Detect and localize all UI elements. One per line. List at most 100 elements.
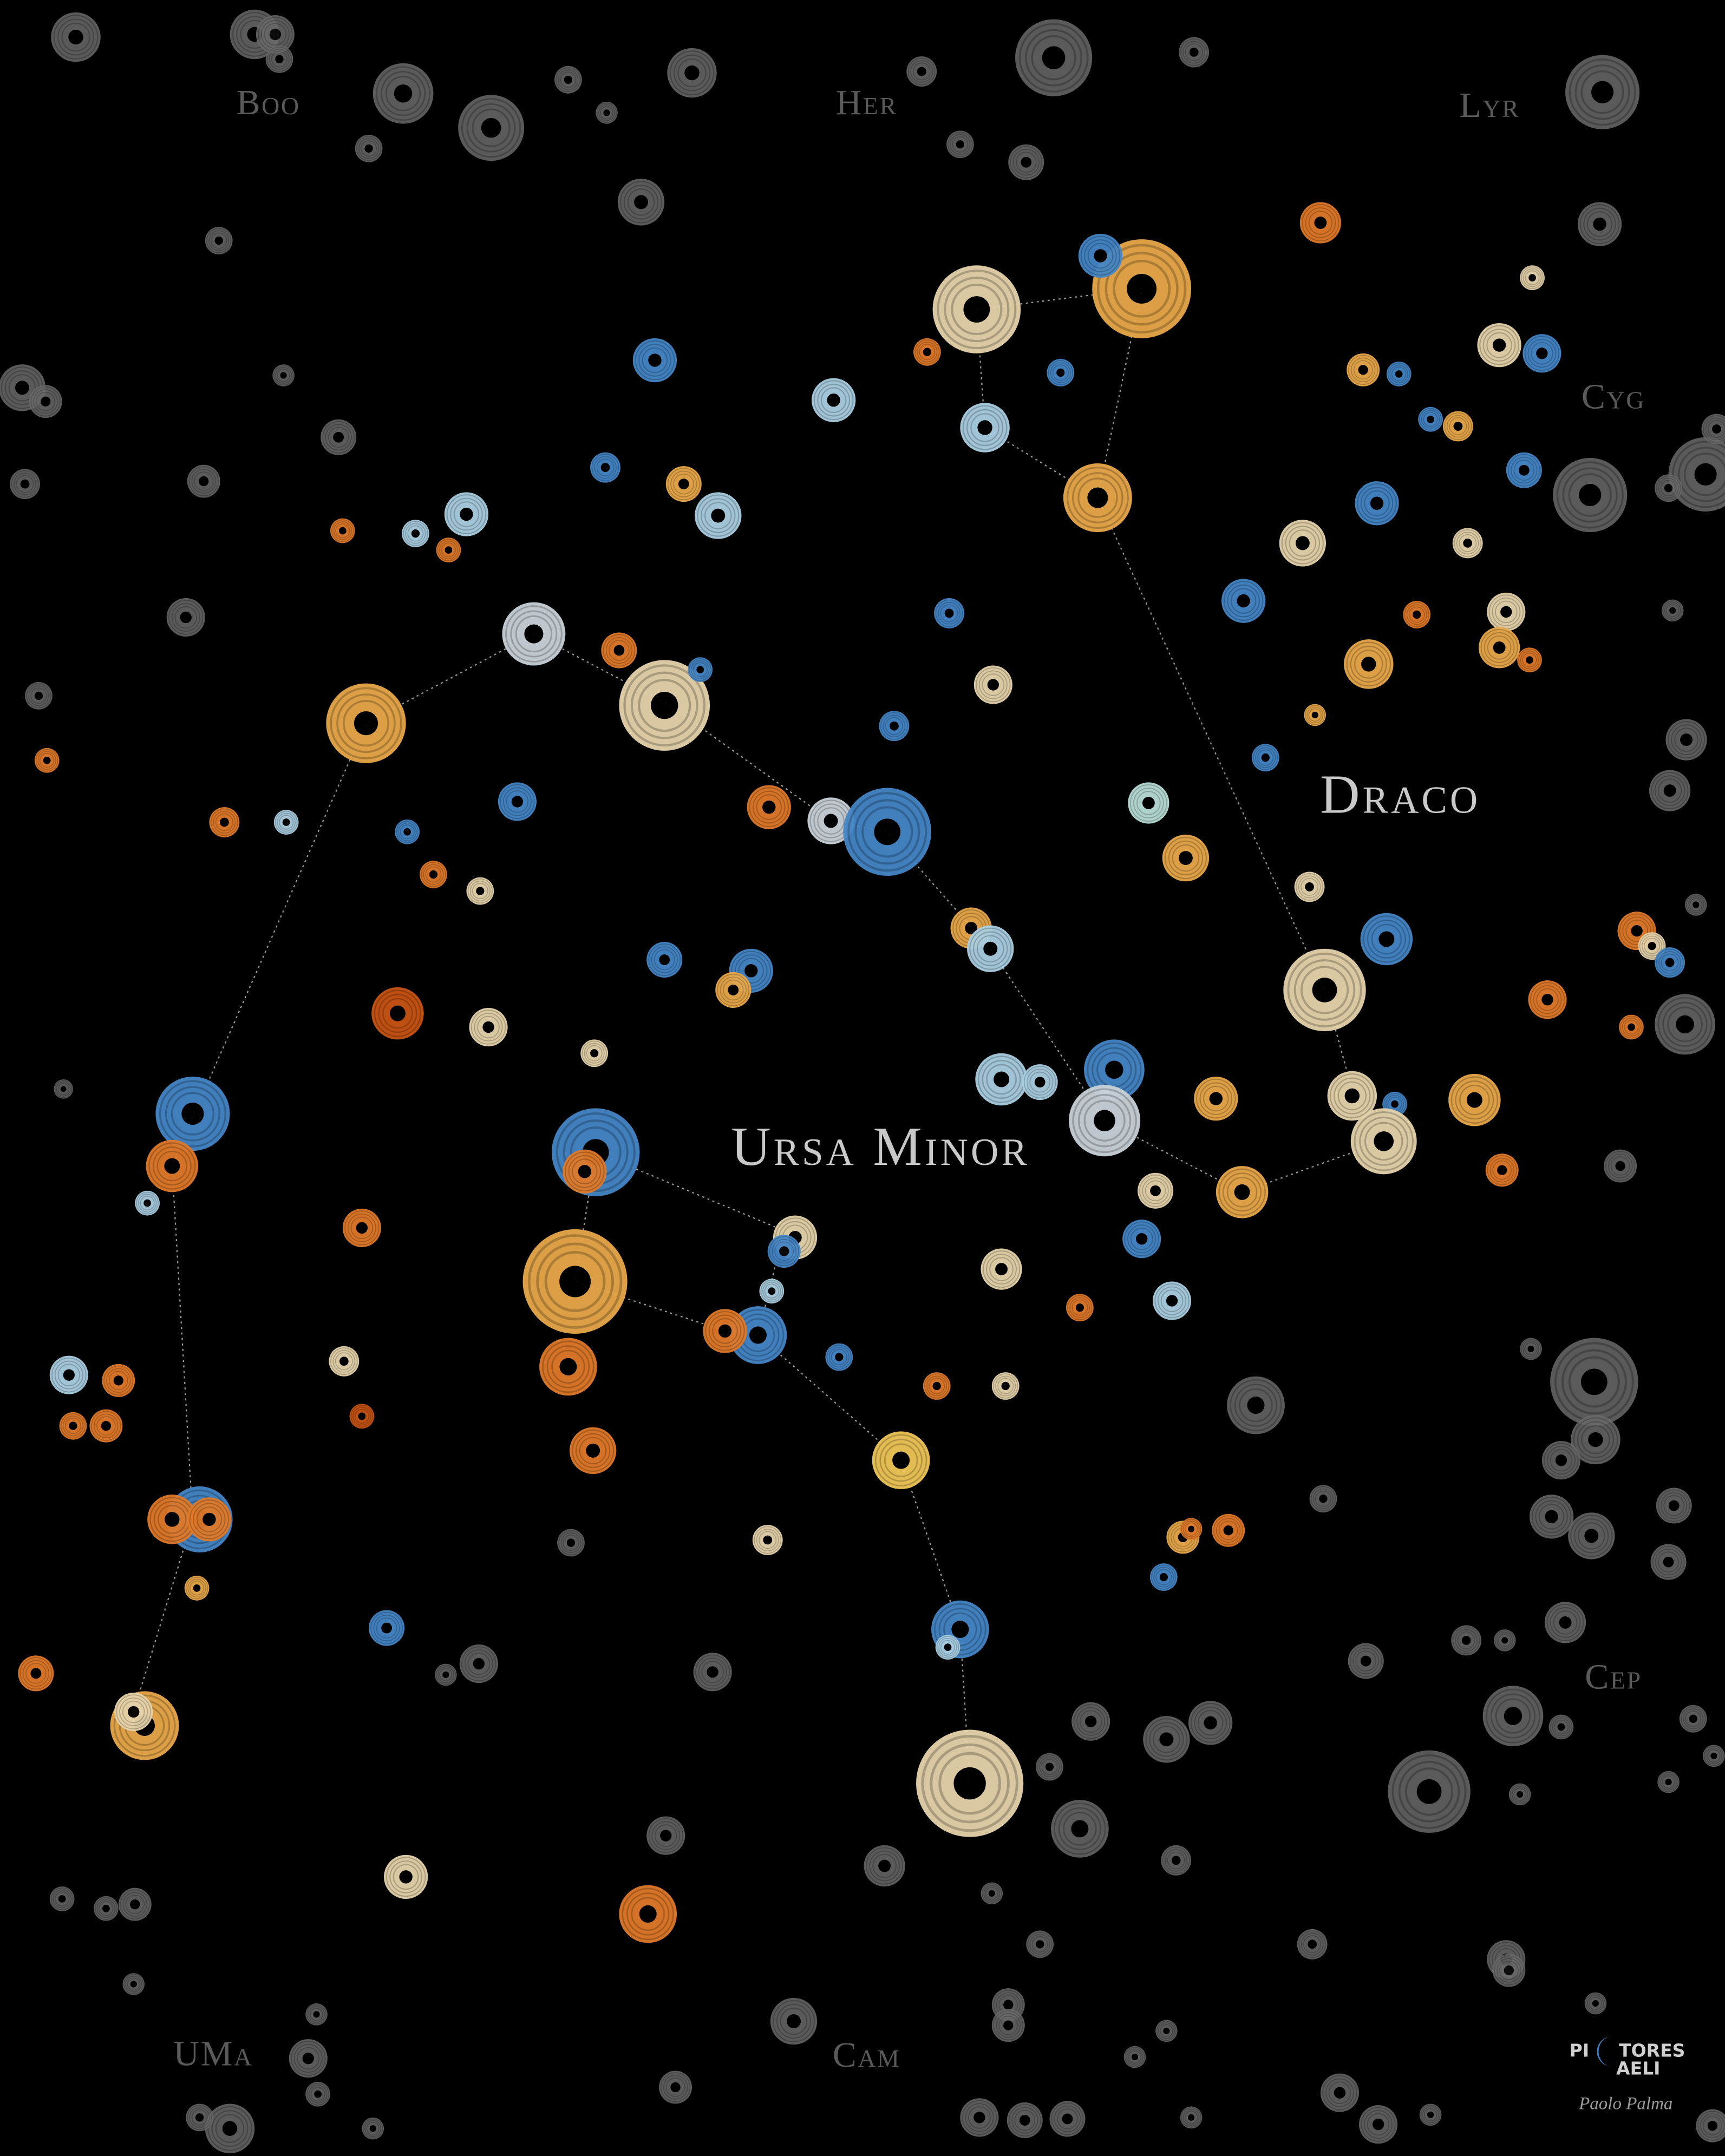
star-ring: [196, 1506, 223, 1532]
star-core: [1557, 1723, 1565, 1731]
star-core: [648, 353, 662, 367]
star-core: [994, 1071, 1010, 1087]
star: [1122, 1220, 1161, 1259]
star-core: [411, 529, 420, 538]
star-ring: [1658, 951, 1681, 974]
star-ring: [962, 2100, 997, 2135]
star-ring: [1298, 1930, 1326, 1958]
star-ring: [1160, 2024, 1173, 2037]
star-core: [1021, 156, 1032, 168]
star-ring: [1182, 2109, 1200, 2126]
star-core: [338, 527, 347, 535]
star-core: [1676, 1015, 1694, 1034]
star-ring: [1105, 252, 1179, 326]
star-ring: [500, 784, 535, 820]
star: [991, 1372, 1020, 1400]
star-ring: [99, 1901, 114, 1916]
star-core: [181, 1102, 204, 1125]
star-ring: [1308, 211, 1333, 235]
star-ring: [579, 1437, 607, 1465]
star-core: [1361, 657, 1376, 672]
star-core: [890, 721, 899, 731]
star-core: [1094, 249, 1107, 263]
star-ring: [397, 822, 417, 842]
star-ring: [328, 427, 349, 448]
star-ring: [989, 1257, 1014, 1281]
star-core: [1105, 1060, 1123, 1079]
star: [590, 452, 620, 483]
star: [436, 538, 461, 562]
star: [1360, 913, 1413, 966]
star: [1221, 579, 1266, 623]
star-ring: [191, 469, 216, 494]
star: [1386, 362, 1412, 386]
star-ring: [1165, 1849, 1188, 1872]
star-ring: [542, 1340, 594, 1393]
background-star: [205, 227, 233, 254]
star-ring: [108, 1371, 128, 1391]
star-ring: [306, 2082, 329, 2106]
star: [695, 492, 742, 539]
star-core: [1669, 607, 1676, 614]
star-ring: [677, 58, 707, 88]
background-star: [205, 2103, 255, 2153]
star-ring: [998, 2015, 1018, 2035]
star-ring: [1302, 204, 1340, 241]
star-ring: [1660, 480, 1677, 496]
star-core: [1466, 1092, 1482, 1108]
star-ring: [581, 1040, 607, 1066]
star-ring: [669, 50, 715, 96]
star-ring: [1455, 1080, 1494, 1120]
star-ring: [1015, 152, 1037, 173]
background-star: [1036, 1753, 1063, 1781]
star-ring: [25, 1663, 47, 1684]
background-star: [1309, 1485, 1337, 1513]
star-core: [718, 1324, 732, 1338]
background-star: [1348, 1643, 1384, 1679]
star-ring: [356, 136, 382, 161]
star-core: [1453, 422, 1463, 431]
star-ring: [1350, 645, 1387, 683]
constellation-label: UMa: [173, 2034, 253, 2073]
background-star: [373, 63, 434, 124]
star-ring: [1487, 1155, 1517, 1185]
star-ring: [962, 405, 1008, 450]
star-ring: [1656, 475, 1681, 501]
background-star: [1007, 2102, 1043, 2138]
constellation-label: Lyr: [1459, 86, 1520, 125]
star-ring: [474, 1013, 503, 1042]
star-ring: [1538, 1504, 1565, 1530]
star-ring: [1705, 1747, 1722, 1765]
star-ring: [1492, 597, 1521, 626]
star-ring: [1346, 641, 1391, 687]
star-ring: [271, 51, 288, 68]
logo-text: AELI: [1616, 2057, 1660, 2079]
star: [1194, 1076, 1238, 1121]
star-core: [1663, 784, 1676, 797]
star-core: [1056, 368, 1065, 377]
star-ring: [1678, 447, 1725, 502]
star-ring: [1325, 2078, 1354, 2107]
star-ring: [30, 386, 61, 417]
star-ring: [1494, 1630, 1515, 1651]
star-core: [1378, 931, 1395, 947]
star-core: [824, 814, 838, 828]
star-ring: [1622, 916, 1651, 946]
star-core: [1541, 994, 1553, 1006]
star-ring: [330, 687, 402, 759]
star-core: [1559, 1616, 1572, 1629]
star-core: [1427, 2111, 1434, 2118]
star: [89, 1409, 123, 1443]
star-core: [282, 818, 290, 826]
star-ring: [997, 1378, 1014, 1394]
star: [632, 338, 677, 383]
star-ring: [572, 1158, 598, 1185]
star-ring: [749, 787, 789, 827]
star-ring: [995, 1375, 1016, 1397]
star-ring: [1080, 235, 1121, 276]
star-core: [1536, 348, 1548, 359]
background-star: [1703, 1745, 1725, 1767]
star-ring: [603, 634, 636, 667]
star-ring: [1129, 784, 1167, 822]
